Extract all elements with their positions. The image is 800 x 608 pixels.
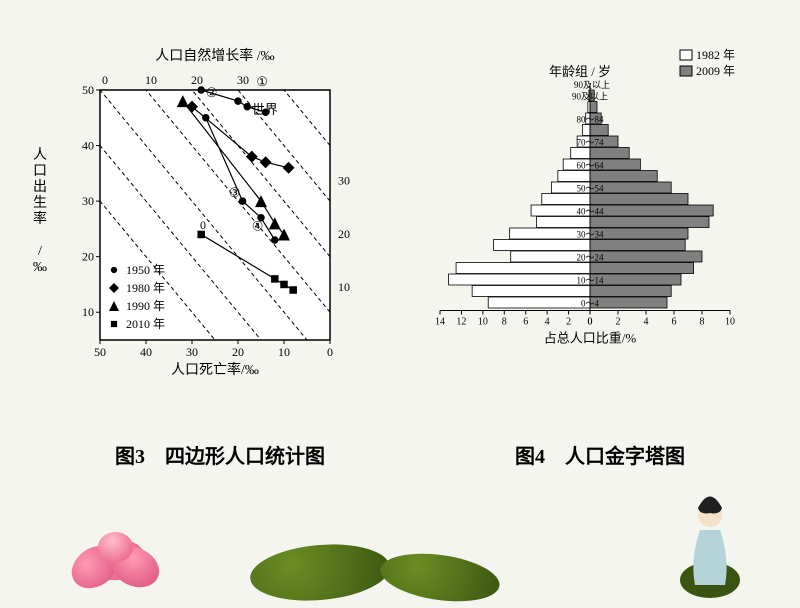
svg-text:1982 年: 1982 年 [696,48,735,62]
svg-text:0: 0 [102,73,108,87]
svg-text:②: ② [206,85,218,100]
svg-text:2: 2 [616,317,621,328]
svg-text:2: 2 [566,317,571,328]
svg-text:20: 20 [82,250,94,264]
svg-text:6: 6 [523,317,528,328]
scatter-chart: 人口自然增长率 /‰ 0 10 20 30 人口出生率 /‰ 10 20 30 40 50 人口死亡率… [20,40,390,400]
svg-text:10: 10 [82,305,94,319]
svg-text:30: 30 [186,345,198,359]
svg-text:8: 8 [502,317,507,328]
svg-text:6: 6 [672,317,677,328]
svg-text:20: 20 [232,345,244,359]
svg-text:1950 年: 1950 年 [126,263,165,277]
figure-illustration [670,480,750,600]
svg-text:④: ④ [252,218,264,233]
svg-text:年龄组 / 岁: 年龄组 / 岁 [549,64,611,79]
svg-text:10: 10 [725,317,735,328]
svg-text:30: 30 [237,73,249,87]
svg-text:90及以上: 90及以上 [574,80,610,90]
svg-text:0: 0 [588,317,593,328]
svg-text:4: 4 [545,317,550,328]
svg-text:4: 4 [644,317,649,328]
pyramid-chart: 年龄组 / 岁1982 年2009 年0～410～1420～2430～3440～… [400,40,780,400]
svg-text:30: 30 [82,194,94,208]
svg-text:10: 10 [278,345,290,359]
svg-text:10: 10 [145,73,157,87]
svg-text:2009 年: 2009 年 [696,64,735,78]
svg-text:20: 20 [338,227,350,241]
svg-text:14: 14 [435,317,445,328]
svg-text:人口出生率 /‰: 人口出生率 /‰ [33,147,47,275]
svg-text:50: 50 [82,83,94,97]
svg-text:占总人口比重/%: 占总人口比重/% [544,331,637,346]
scatter-svg: 人口自然增长率 /‰ 0 10 20 30 人口出生率 /‰ 10 20 30 40 50 人口死亡率… [20,40,390,400]
svg-text:世界: 世界 [252,102,278,117]
caption-left: 图3 四边形人口统计图 [115,440,325,469]
pyramid-svg: 年龄组 / 岁1982 年2009 年0～410～1420～2430～3440～… [400,40,780,350]
svg-text:10: 10 [338,280,350,294]
svg-text:20: 20 [191,73,203,87]
caption-right: 图4 人口金字塔图 [515,440,685,469]
svg-text:1980 年: 1980 年 [126,281,165,295]
svg-text:③: ③ [229,185,241,200]
svg-text:①: ① [256,74,268,89]
svg-text:0: 0 [327,345,333,359]
svg-text:8: 8 [700,317,705,328]
svg-text:0: 0 [200,218,206,232]
svg-text:人口自然增长率 /‰: 人口自然增长率 /‰ [155,47,274,64]
svg-text:40: 40 [140,345,152,359]
svg-text:50: 50 [94,345,106,359]
svg-text:2010 年: 2010 年 [126,317,165,331]
svg-text:1990 年: 1990 年 [126,299,165,313]
svg-text:10: 10 [478,317,488,328]
svg-text:人口死亡率/‰: 人口死亡率/‰ [171,361,259,378]
svg-text:12: 12 [456,317,466,328]
svg-text:40: 40 [82,139,94,153]
lotus-decoration [50,510,190,600]
lotus-leaves [250,520,550,600]
svg-text:30: 30 [338,174,350,188]
